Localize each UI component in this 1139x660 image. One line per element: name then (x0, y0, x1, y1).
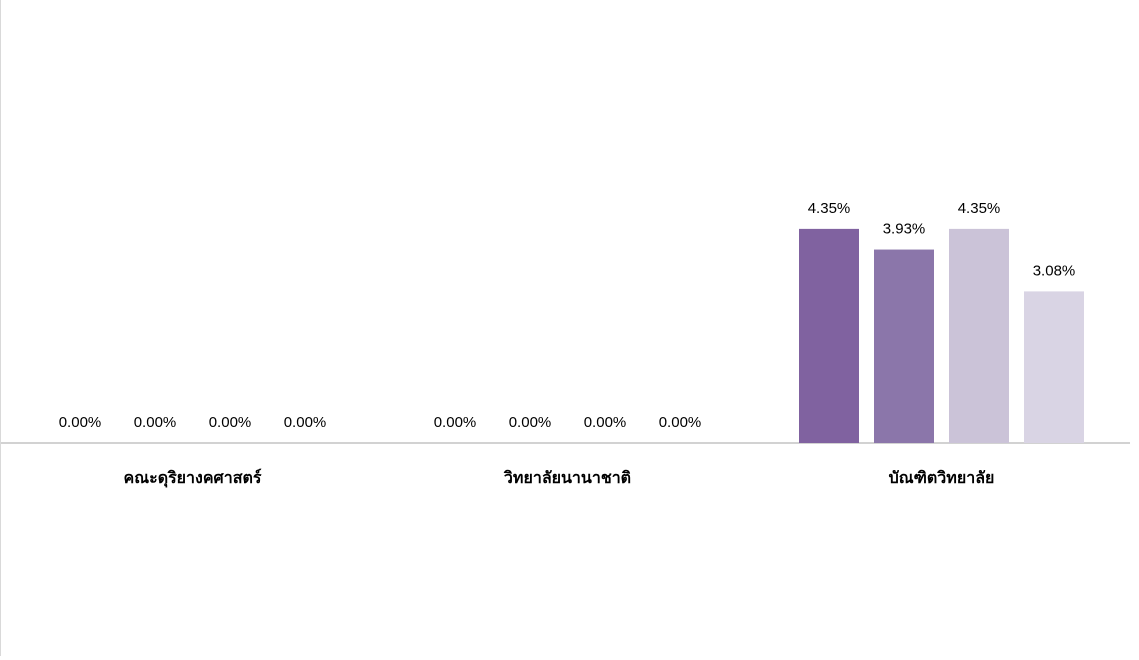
category-label-2: วิทยาลัยนานาชาติ (503, 469, 631, 487)
data-label-2-1: 0.00% (434, 414, 477, 431)
data-label-1-2: 0.00% (134, 414, 177, 431)
bar-3-2 (874, 249, 934, 443)
data-label-3-4: 3.08% (1033, 262, 1076, 279)
chart-left-border (0, 0, 1, 656)
data-label-1-4: 0.00% (284, 414, 327, 431)
category-label-1: คณะดุริยางคศาสตร์ (124, 468, 262, 488)
bar-3-4 (1024, 291, 1084, 443)
bar-3-3 (949, 228, 1009, 443)
data-label-2-4: 0.00% (659, 414, 702, 431)
data-label-1-3: 0.00% (209, 414, 252, 431)
data-label-1-1: 0.00% (59, 414, 102, 431)
category-label-3: บัณฑิตวิทยาลัย (889, 469, 995, 487)
data-label-2-2: 0.00% (509, 414, 552, 431)
data-label-3-1: 4.35% (808, 200, 851, 217)
bar-3-1 (799, 228, 859, 443)
data-label-2-3: 0.00% (584, 414, 627, 431)
data-label-3-2: 3.93% (883, 221, 926, 238)
data-label-3-3: 4.35% (958, 200, 1001, 217)
